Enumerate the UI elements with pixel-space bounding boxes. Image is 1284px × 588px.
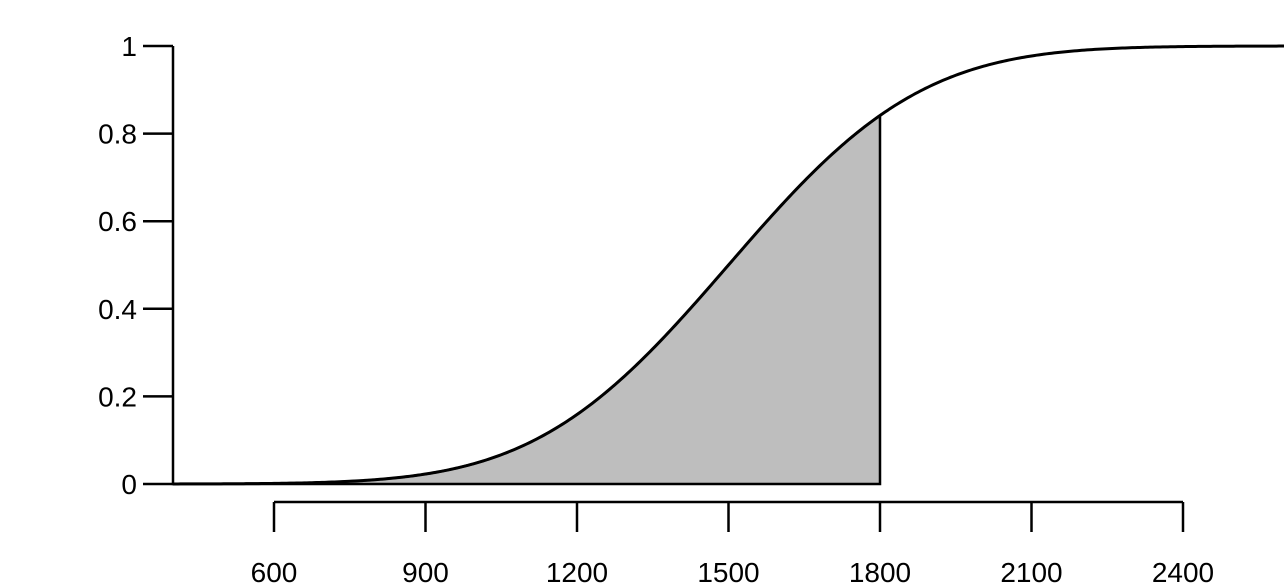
- x-tick-label: 1800: [849, 557, 911, 588]
- cdf-curve: [172, 44, 1284, 486]
- x-axis: 600 900 1200 1500 1800 2100 2400: [251, 502, 1214, 588]
- x-tick-label: 2100: [1000, 557, 1062, 588]
- shaded-area: [171, 113, 882, 486]
- y-axis: 0 0.2 0.4 0.6 0.8 1: [98, 31, 173, 500]
- y-tick-label: 0.4: [98, 294, 137, 325]
- y-tick-label: 1: [121, 31, 137, 62]
- y-tick-label: 0.2: [98, 381, 137, 412]
- y-tick-label: 0.6: [98, 206, 137, 237]
- y-tick-label: 0: [121, 469, 137, 500]
- x-tick-label: 600: [251, 557, 298, 588]
- x-tick-label: 1200: [546, 557, 608, 588]
- x-tick-label: 2400: [1152, 557, 1214, 588]
- x-tick-label: 1500: [697, 557, 759, 588]
- y-tick-label: 0.8: [98, 119, 137, 150]
- x-tick-label: 900: [402, 557, 449, 588]
